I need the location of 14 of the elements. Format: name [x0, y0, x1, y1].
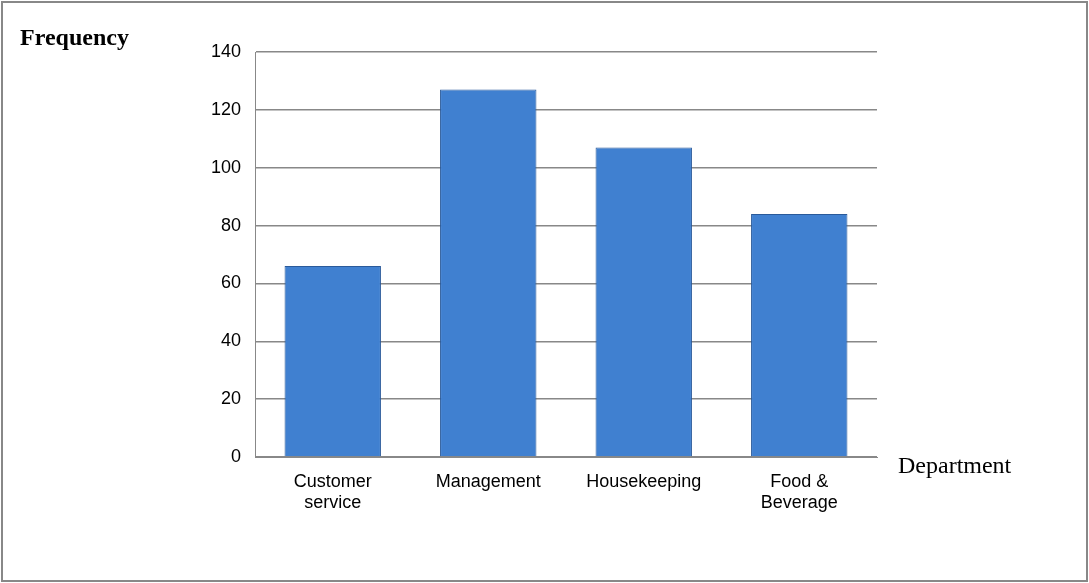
x-axis-title: Department — [898, 452, 1012, 479]
y-tick-label: 20 — [220, 388, 241, 409]
y-tick-label: 80 — [220, 214, 241, 235]
x-tick-label: Food & Beverage — [760, 470, 838, 513]
x-tick-label: Customer service — [293, 470, 372, 513]
y-tick-label: 0 — [230, 445, 241, 466]
x-tick-label: Housekeeping — [586, 470, 702, 491]
y-tick-label: 60 — [220, 272, 241, 293]
y-tick-label: 40 — [220, 330, 241, 351]
y-tick-label: 100 — [210, 156, 241, 177]
y-tick-label: 120 — [210, 98, 241, 119]
x-tick-label: Management — [435, 470, 541, 491]
y-tick-label: 140 — [210, 40, 241, 61]
y-axis-title: Frequency — [20, 24, 129, 51]
